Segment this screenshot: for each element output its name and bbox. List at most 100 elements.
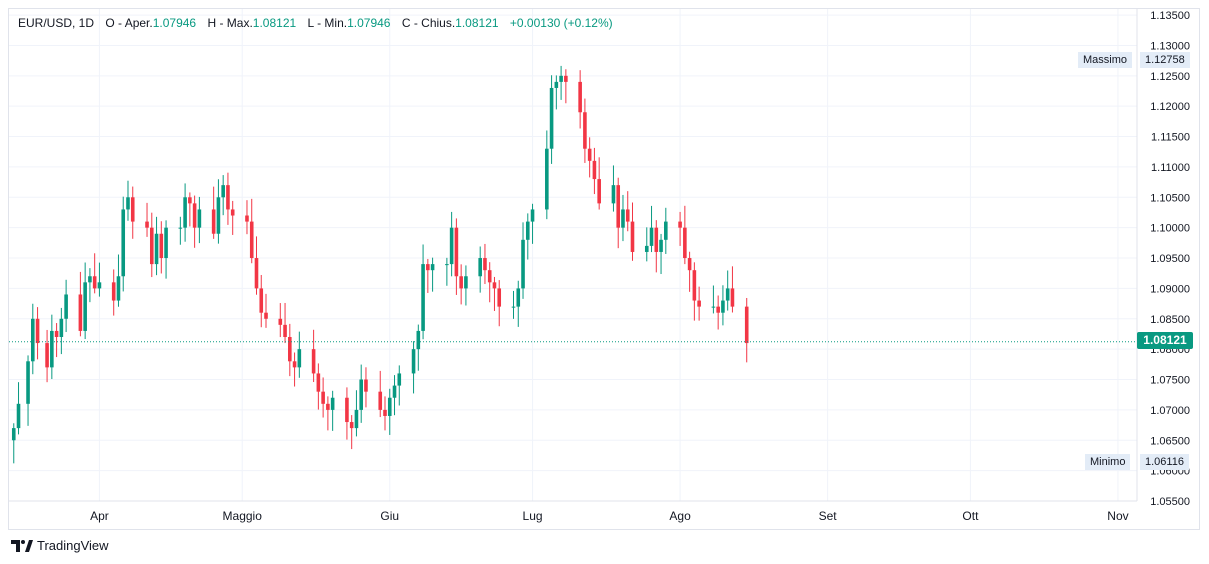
candle-body <box>130 197 135 222</box>
tradingview-logo[interactable]: TradingView <box>11 538 109 553</box>
candle-body <box>154 233 159 265</box>
tradingview-logo-icon <box>11 539 33 552</box>
y-tick-label: 1.13000 <box>1150 40 1190 52</box>
low-label: L - Min. <box>307 16 348 30</box>
close-label: C - Chius. <box>401 16 456 30</box>
candle-body <box>197 209 202 228</box>
candle-body <box>183 197 187 228</box>
candle-body <box>230 209 235 216</box>
candle-body <box>621 209 625 228</box>
candle-body <box>387 397 392 416</box>
candle-body <box>525 221 530 240</box>
candle-body <box>92 276 97 289</box>
candle-body <box>487 270 492 283</box>
candle-body <box>630 221 635 252</box>
candle-body <box>288 337 292 362</box>
candle-body <box>730 288 735 307</box>
y-tick-label: 1.12500 <box>1150 71 1190 83</box>
candle-body <box>254 258 259 289</box>
candle-body <box>216 197 221 234</box>
candle-body <box>50 330 54 368</box>
candle-body <box>97 282 102 289</box>
candle-body <box>511 306 516 308</box>
candle-body <box>321 391 325 404</box>
candle-body <box>692 270 697 301</box>
candle-body <box>45 343 49 368</box>
y-tick-label: 1.10000 <box>1150 223 1190 235</box>
candle-body <box>378 391 383 410</box>
candle-body <box>30 318 35 362</box>
candle-body <box>644 245 649 252</box>
x-tick-label: Lug <box>523 509 543 523</box>
candle-body <box>311 349 316 374</box>
candle-body <box>221 185 225 198</box>
y-tick-label: 1.06500 <box>1150 435 1190 447</box>
candle-body <box>611 185 616 204</box>
x-tick-label: Set <box>819 509 838 523</box>
candle-body <box>545 148 549 210</box>
candle-body <box>416 330 421 350</box>
y-tick-label: 1.12000 <box>1150 101 1190 113</box>
candle-body <box>245 215 249 222</box>
candle-body <box>16 403 21 429</box>
y-tick-label: 1.13500 <box>1150 10 1190 22</box>
candle-body <box>364 379 368 392</box>
candle-body <box>497 288 502 307</box>
x-tick-label: Ott <box>962 509 979 523</box>
candle-body <box>278 318 283 325</box>
candle-body <box>392 385 397 398</box>
open-label: O - Aper. <box>105 16 153 30</box>
candle-body <box>478 258 482 277</box>
candle-body <box>145 221 149 228</box>
candle-body <box>464 276 468 289</box>
low-value: 1.07946 <box>347 16 391 30</box>
candle-body <box>78 294 83 331</box>
y-tick-label: 1.09000 <box>1150 283 1190 295</box>
candle-body <box>430 264 435 271</box>
candle-body <box>445 264 449 266</box>
candle-body <box>359 379 364 410</box>
candle-body <box>149 227 154 265</box>
x-tick-label: Maggio <box>223 509 263 523</box>
candle-body <box>264 312 268 319</box>
x-tick-label: Nov <box>1107 509 1128 523</box>
candle-body <box>564 75 568 82</box>
candle-body <box>164 227 168 259</box>
candle-body <box>559 75 563 82</box>
candle-body <box>283 324 287 337</box>
symbol-label: EUR/USD, 1D <box>18 16 95 30</box>
y-tick-label: 1.05500 <box>1150 496 1190 508</box>
candle-body <box>249 221 254 259</box>
candle-body <box>449 227 454 265</box>
candle-body <box>192 203 197 228</box>
candle-body <box>654 227 659 252</box>
candle-body <box>349 422 354 429</box>
candle-body <box>426 264 430 271</box>
candle-body <box>683 227 687 259</box>
candle-body <box>678 221 682 228</box>
candle-body <box>330 397 335 410</box>
ohlc-legend: EUR/USD, 1D O - Aper.1.07946 H - Max.1.0… <box>18 16 613 30</box>
y-tick-label: 1.11000 <box>1151 162 1190 174</box>
candle-body <box>35 318 40 344</box>
candle-body <box>11 428 16 441</box>
candle-body <box>587 148 592 161</box>
candle-body <box>178 227 183 229</box>
candle-body <box>459 276 463 289</box>
candle-body <box>59 318 64 337</box>
candle-body <box>521 239 525 289</box>
candle-body <box>188 197 192 204</box>
candle-body <box>711 306 716 308</box>
candle-body <box>649 227 654 246</box>
candle-body <box>454 227 459 277</box>
candle-body <box>126 197 130 210</box>
last-price-tag: 1.08121 <box>1137 332 1193 349</box>
y-tick-label: 1.11500 <box>1151 132 1190 144</box>
y-tick-label: 1.07500 <box>1150 375 1190 387</box>
candle-body <box>597 179 601 204</box>
candle-body <box>292 361 297 368</box>
candle-body <box>26 361 30 404</box>
candle-body <box>578 81 582 113</box>
max-label-tag: Massimo <box>1078 52 1133 68</box>
